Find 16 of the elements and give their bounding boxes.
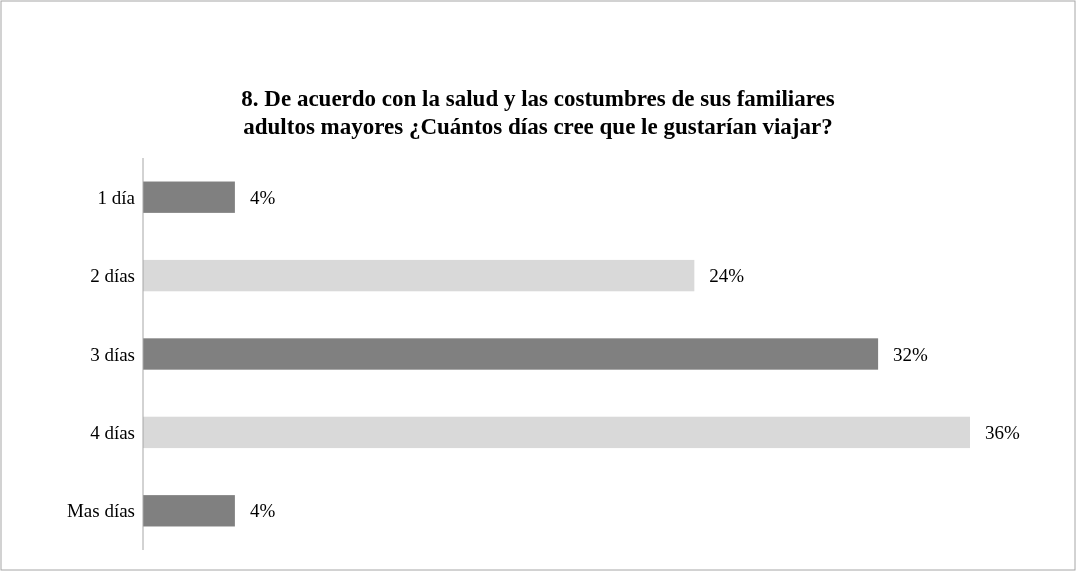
y-tick-label: 2 días [90, 265, 135, 287]
data-label: 24% [709, 265, 745, 287]
data-label: 4% [249, 186, 276, 208]
bar [143, 181, 235, 213]
y-tick-label: 4 días [90, 421, 135, 443]
bar [143, 495, 235, 527]
data-label: 32% [893, 343, 929, 365]
y-tick-label: 3 días [90, 343, 135, 365]
bar [143, 416, 970, 449]
data-label: 36% [985, 421, 1020, 443]
bar [143, 338, 879, 370]
data-label: 4% [249, 500, 276, 522]
y-tick-label: 1 día [97, 186, 136, 208]
bar [143, 259, 695, 292]
chart-title: 8. De acuerdo con la salud y las costumbres de sus familiares adultos mayores ¿Cuántos días cree que le gustarían viajar? [241, 86, 835, 139]
y-tick-label: Mas días [66, 500, 135, 522]
